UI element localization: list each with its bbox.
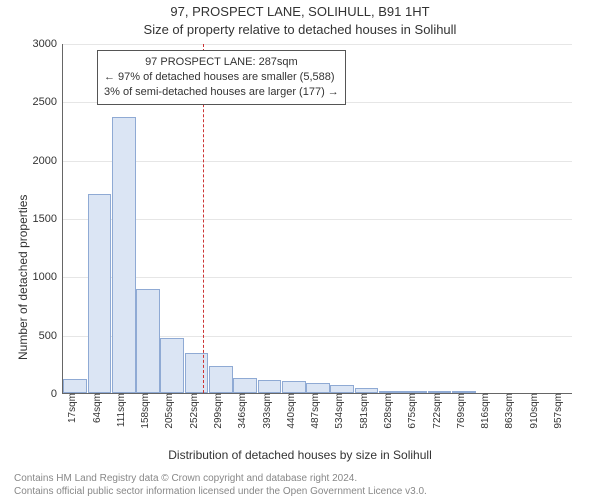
x-tick-label: 111sqm	[114, 393, 127, 427]
gridline	[63, 44, 572, 45]
gridline	[63, 219, 572, 220]
x-tick-label: 534sqm	[332, 393, 345, 429]
x-tick-label: 17sqm	[65, 393, 78, 423]
x-tick-label: 863sqm	[502, 393, 515, 429]
y-axis-label: Number of detached properties	[16, 195, 30, 360]
histogram-bar	[136, 289, 160, 393]
x-tick-label: 816sqm	[478, 393, 491, 429]
info-box: 97 PROSPECT LANE: 287sqm ← 97% of detach…	[97, 50, 346, 105]
chart-title-subtitle: Size of property relative to detached ho…	[0, 22, 600, 37]
histogram-bar	[88, 194, 112, 394]
chart-title-address: 97, PROSPECT LANE, SOLIHULL, B91 1HT	[0, 4, 600, 19]
y-tick-label: 2000	[33, 155, 63, 167]
x-tick-label: 440sqm	[284, 393, 297, 429]
x-tick-label: 158sqm	[138, 393, 151, 429]
histogram-bar	[185, 353, 209, 393]
x-tick-label: 487sqm	[308, 393, 321, 429]
histogram-bar	[209, 366, 233, 393]
histogram-bar	[112, 117, 136, 394]
x-axis-label: Distribution of detached houses by size …	[0, 448, 600, 462]
x-tick-label: 393sqm	[260, 393, 273, 429]
histogram-bar	[233, 378, 257, 393]
y-tick-label: 0	[51, 388, 63, 400]
x-tick-label: 346sqm	[235, 393, 248, 429]
x-tick-label: 64sqm	[90, 393, 103, 423]
y-tick-label: 500	[39, 330, 63, 342]
histogram-bar	[330, 385, 354, 393]
histogram-bar	[63, 379, 87, 393]
x-tick-label: 769sqm	[454, 393, 467, 429]
footer-line1: Contains HM Land Registry data © Crown c…	[14, 472, 586, 485]
info-box-line3: 3% of semi-detached houses are larger (1…	[104, 85, 339, 100]
x-tick-label: 581sqm	[357, 393, 370, 429]
footer-line2: Contains official public sector informat…	[14, 485, 586, 498]
x-tick-label: 299sqm	[211, 393, 224, 429]
histogram-bar	[306, 383, 330, 393]
chart-container: 97, PROSPECT LANE, SOLIHULL, B91 1HT Siz…	[0, 0, 600, 500]
x-tick-label: 957sqm	[551, 393, 564, 429]
x-tick-label: 252sqm	[187, 393, 200, 429]
x-tick-label: 675sqm	[405, 393, 418, 429]
gridline	[63, 161, 572, 162]
plot-area: 05001000150020002500300017sqm64sqm111sqm…	[62, 44, 572, 394]
info-box-line1: 97 PROSPECT LANE: 287sqm	[104, 55, 339, 70]
gridline	[63, 277, 572, 278]
histogram-bar	[282, 381, 306, 393]
histogram-bar	[258, 380, 282, 393]
footer-attribution: Contains HM Land Registry data © Crown c…	[14, 472, 586, 498]
x-tick-label: 722sqm	[430, 393, 443, 429]
y-tick-label: 3000	[33, 38, 63, 50]
x-tick-label: 205sqm	[162, 393, 175, 429]
y-tick-label: 1000	[33, 271, 63, 283]
y-tick-label: 2500	[33, 96, 63, 108]
y-tick-label: 1500	[33, 213, 63, 225]
x-tick-label: 910sqm	[527, 393, 540, 429]
info-box-line2: ← 97% of detached houses are smaller (5,…	[104, 70, 339, 85]
histogram-bar	[160, 338, 184, 393]
x-tick-label: 628sqm	[381, 393, 394, 429]
